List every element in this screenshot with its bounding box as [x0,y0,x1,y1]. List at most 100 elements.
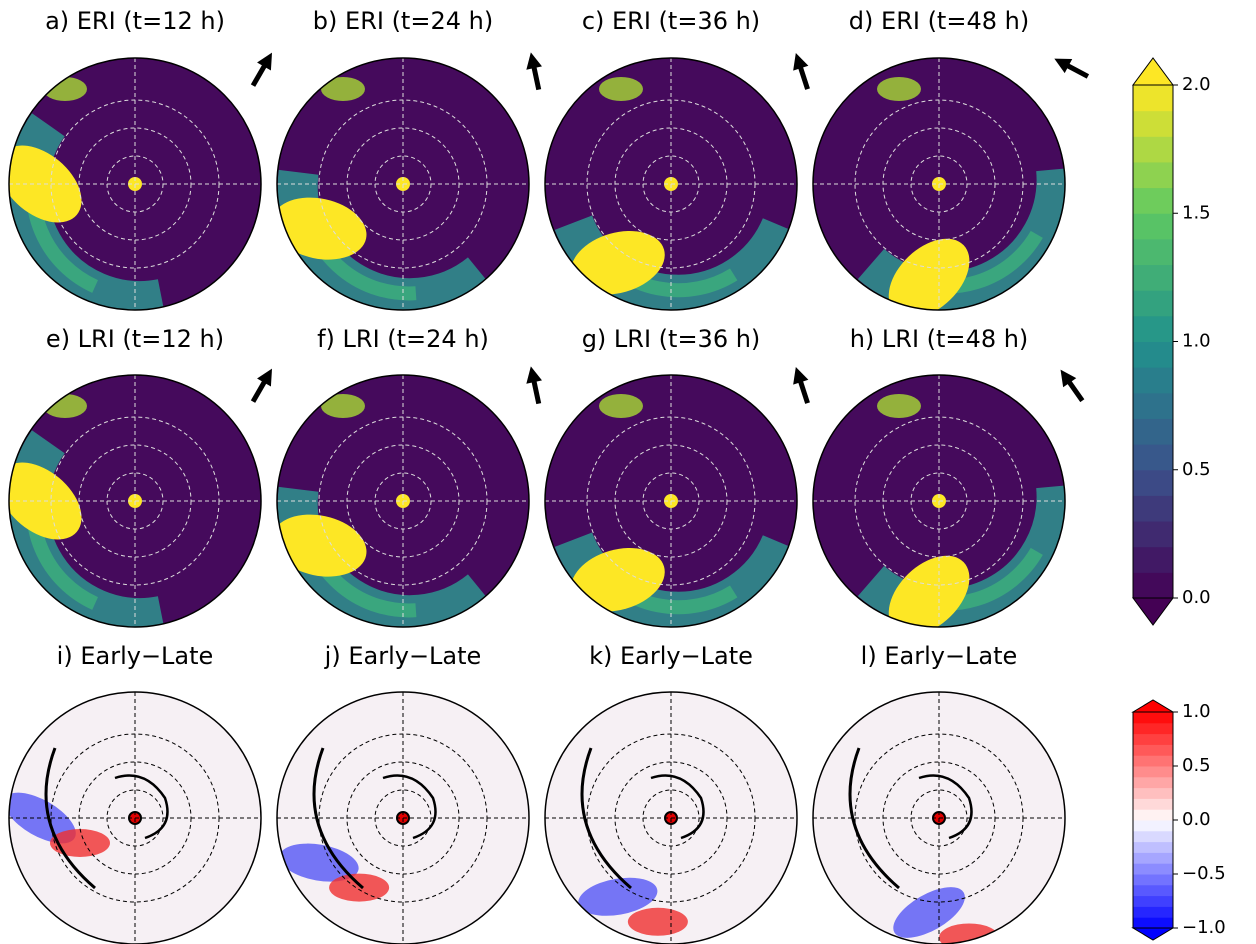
colorbar-band [1133,367,1173,394]
contour [382,774,437,840]
colorbar-band [1133,787,1173,799]
arrow-shaft [797,63,810,90]
colorbar-band [1133,820,1173,832]
colorbar-band [1133,264,1173,291]
motion-arrow [793,366,810,404]
arrow-shaft [250,61,269,87]
colorbar-tick-label: 0.0 [1182,809,1211,830]
colorbar-band [1133,733,1173,745]
colorbar-band [1133,495,1173,522]
colorbar-band [1133,776,1173,789]
contour [312,747,364,890]
motion-arrow [250,52,272,87]
field-blob [43,77,87,101]
panel-title: l) Early−Late [861,642,1018,670]
motion-arrow [793,52,810,90]
colorbar-band [1133,917,1173,929]
field-blob [321,77,365,101]
colorbar-tick-label: −0.5 [1182,863,1226,884]
arrow-head [1054,58,1073,74]
panel-frame [8,57,262,311]
colorbar-band [1133,238,1173,266]
colorbar-band [1133,863,1173,875]
contour [114,774,169,840]
colorbar-band [1133,744,1173,756]
colorbar-extend [1131,699,1175,713]
colorbar-band [1133,187,1173,214]
polar-panel [9,375,261,627]
panel-title: g) LRI (t=36 h) [582,325,761,353]
colorbar-band [1133,546,1173,573]
panel-frame [544,374,798,628]
colorbar-tick-label: 2.0 [1182,74,1211,95]
field-blob [329,873,390,902]
polar-panel [277,692,529,944]
colorbar-band [1133,884,1173,897]
panel-frame [276,57,530,311]
colorbar-band [1133,809,1173,821]
field-blob [939,923,1000,944]
contour [848,747,900,890]
colorbar-band [1133,469,1173,496]
arrow-head [793,52,809,71]
arrow-head [793,366,809,385]
panel-title: d) ERI (t=48 h) [849,7,1029,35]
polar-panel [277,58,529,310]
field-blob [571,231,665,295]
polar-panel [9,58,261,310]
colorbar-band [1133,572,1173,599]
colorbar-band [1133,521,1173,548]
panel-frame [276,374,530,628]
colorbar-extend [1132,57,1174,86]
panel-frame [544,57,798,311]
polar-panel [813,692,1065,944]
contour [580,747,632,890]
motion-arrow [526,366,542,405]
colorbar-tick-label: 0.0 [1182,587,1211,608]
panel-title: e) LRI (t=12 h) [46,325,224,353]
colorbar-tick-label: 0.5 [1182,459,1211,480]
colorbar-band [1133,895,1173,907]
motion-arrow [250,368,272,403]
field-blob [43,394,87,418]
colorbar-band [1133,722,1173,735]
contour [44,747,96,890]
colorbar-band [1133,110,1173,137]
colorbar-band [1133,766,1173,778]
colorbar-band [1133,444,1173,471]
motion-arrow [1060,369,1085,403]
panel-frame [812,57,1066,311]
polar-panel [813,58,1065,310]
colorbar-band [1133,418,1173,445]
colorbar-extend [1132,597,1174,626]
colorbar-band [1133,341,1173,368]
field-blob [571,548,665,612]
field-blob [277,197,367,260]
panel-frame [8,691,262,944]
arrow-shaft [797,377,810,404]
colorbar-band [1133,213,1173,240]
colorbar-tick-label: 0.5 [1182,755,1211,776]
field-blob [277,514,367,577]
arrow-head [257,368,272,387]
field-blob [888,238,970,310]
colorbar-tick-label: 1.0 [1182,331,1211,352]
colorbar-band [1133,874,1173,886]
field-blob [888,555,970,627]
arrow-shaft [530,63,542,91]
polar-panel [545,692,797,944]
colorbar-band [1133,798,1173,810]
field-blob [321,394,365,418]
field-blob [50,829,110,857]
arrow-shaft [530,377,542,405]
colorbar-band [1133,392,1173,419]
field-blob [877,394,921,418]
panel-title: i) Early−Late [57,642,214,670]
arrow-shaft [1065,378,1085,403]
colorbar-band [1133,136,1173,163]
field-blob [627,907,688,936]
arrow-head [257,52,272,71]
colorbar-tick-label: −1.0 [1182,917,1226,938]
colorbar-band [1133,830,1173,843]
